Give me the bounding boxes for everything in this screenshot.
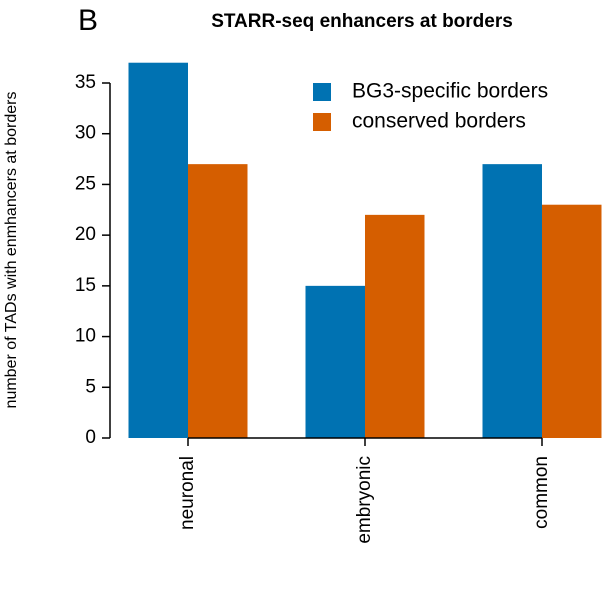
y-tick-label: 0 (85, 427, 96, 448)
x-tick-label: embryonic (354, 456, 375, 544)
y-tick-label: 10 (75, 326, 96, 347)
x-tick-label: neuronal (177, 456, 198, 530)
bar (305, 285, 365, 438)
legend-label: BG3-specific borders (352, 80, 548, 103)
y-tick-label: 5 (85, 376, 96, 397)
bar (482, 164, 542, 438)
x-tick-label: common (531, 456, 552, 529)
legend-swatch (313, 113, 331, 131)
bar (542, 204, 602, 438)
y-axis-label: number of TADs with enmhancers at border… (3, 92, 20, 409)
bar (188, 164, 248, 438)
y-tick-label: 25 (75, 173, 96, 194)
bar (128, 62, 188, 438)
bar (365, 214, 425, 438)
y-tick-label: 15 (75, 275, 96, 296)
legend-swatch (313, 83, 331, 101)
panel-label: B (78, 4, 98, 37)
chart-title: STARR-seq enhancers at borders (211, 11, 513, 32)
legend-label: conserved borders (352, 110, 526, 133)
y-tick-label: 35 (75, 72, 96, 93)
y-tick-label: 20 (75, 224, 96, 245)
y-tick-label: 30 (75, 123, 96, 144)
